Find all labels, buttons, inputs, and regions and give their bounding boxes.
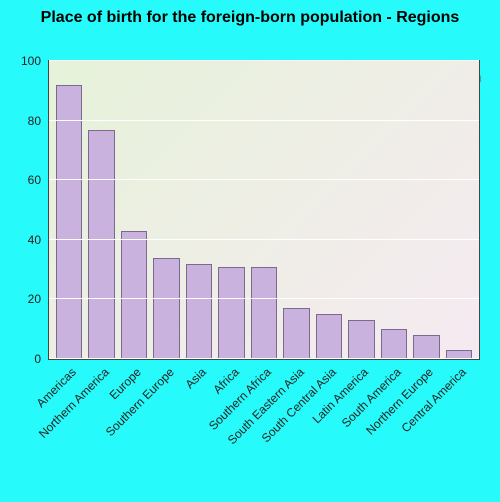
gridline	[49, 120, 479, 121]
bar	[88, 130, 114, 359]
y-tick-label: 40	[28, 233, 49, 247]
y-tick-label: 80	[28, 114, 49, 128]
bar	[283, 308, 309, 359]
bar	[348, 320, 374, 359]
bar	[153, 258, 179, 359]
y-tick-label: 60	[28, 173, 49, 187]
bar	[56, 85, 82, 359]
gridline	[49, 60, 479, 61]
bar	[413, 335, 439, 359]
bar	[381, 329, 407, 359]
y-tick-label: 100	[21, 54, 49, 68]
bar	[186, 264, 212, 359]
y-tick-label: 20	[28, 292, 49, 306]
chart-canvas: Place of birth for the foreign-born popu…	[0, 0, 500, 502]
gridline	[49, 298, 479, 299]
bars-container	[49, 61, 479, 359]
y-tick-label: 0	[34, 352, 49, 366]
chart-title: Place of birth for the foreign-born popu…	[0, 8, 500, 28]
bar	[316, 314, 342, 359]
bar	[218, 267, 244, 359]
x-tick-label: Asia	[183, 365, 209, 391]
gridline	[49, 179, 479, 180]
plot-area: AmericasNorthern AmericaEuropeSouthern E…	[48, 60, 480, 360]
bar	[251, 267, 277, 359]
bar	[121, 231, 147, 359]
gridline	[49, 239, 479, 240]
gridline	[49, 358, 479, 359]
